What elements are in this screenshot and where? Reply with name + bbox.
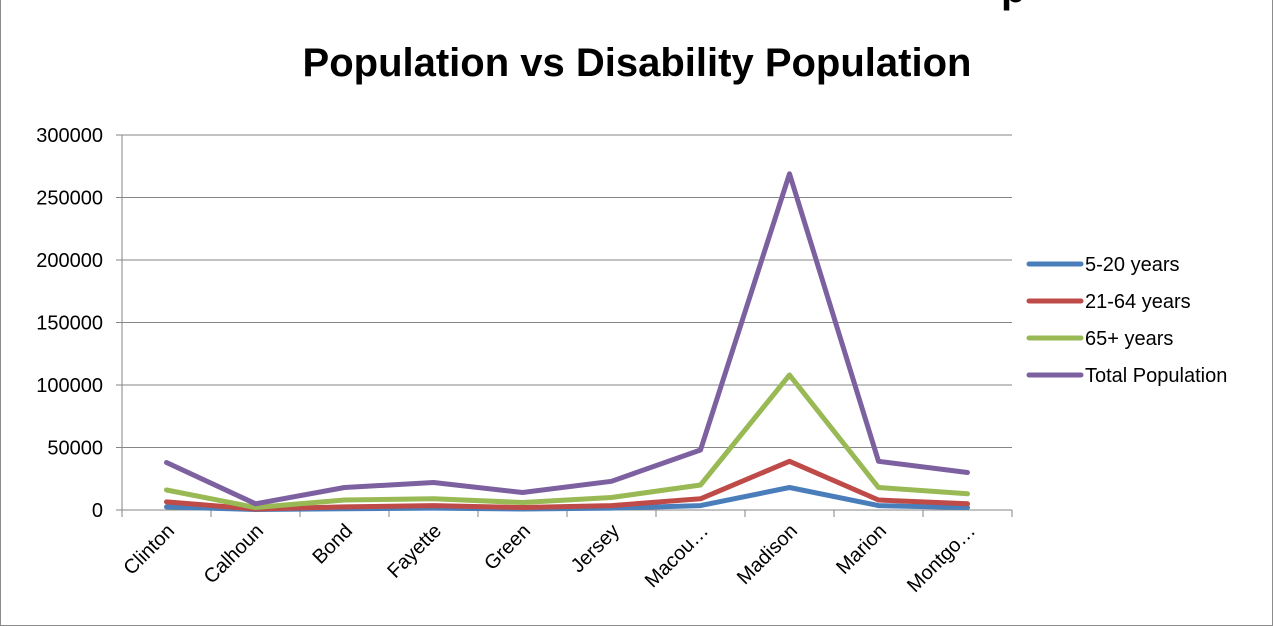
- gridlines: [121, 134, 1012, 511]
- x-tick-label: Bond: [308, 520, 357, 569]
- x-tick-label: Madison: [733, 520, 802, 589]
- x-tick-label: Fayette: [383, 520, 446, 583]
- x-tick-label: Calhoun: [200, 520, 268, 588]
- x-tick-label: Jersey: [567, 520, 624, 577]
- chart-title: Population vs Disability Population: [303, 41, 972, 85]
- y-axis-ticks: 0 50000 100000 150000 200000 250000 300000: [36, 125, 122, 522]
- x-axis-ticks: Clinton Calhoun Bond Fayette Green Jersey Maco…: [119, 510, 1013, 597]
- series-line-4: [164, 171, 970, 507]
- legend-label: Total Population: [1085, 365, 1227, 387]
- y-tick-label: 200000: [36, 250, 103, 272]
- x-tick-label: Clinton: [119, 520, 179, 580]
- x-tick-label: Macou…: [641, 520, 713, 592]
- series-lines: [164, 171, 970, 512]
- legend-label: 65+ years: [1085, 328, 1173, 350]
- y-tick-label: 150000: [36, 313, 103, 335]
- x-tick-label: Montgo…: [903, 520, 980, 597]
- y-tick-label: 100000: [36, 375, 103, 397]
- x-tick-label: Green: [480, 520, 535, 575]
- series-line-3: [164, 372, 970, 510]
- series-line-2: [164, 458, 970, 512]
- top-cut-text: p: [1001, 0, 1025, 11]
- legend-label: 5-20 years: [1085, 254, 1180, 276]
- legend-label: 21-64 years: [1085, 291, 1191, 313]
- x-tick-label: Marion: [832, 520, 891, 579]
- y-tick-label: 300000: [36, 125, 103, 147]
- y-tick-label: 250000: [36, 188, 103, 210]
- legend: 5-20 years 21-64 years 65+ years Total Popu…: [1026, 254, 1227, 387]
- y-tick-label: 50000: [47, 438, 103, 460]
- y-tick-label: 0: [92, 500, 103, 522]
